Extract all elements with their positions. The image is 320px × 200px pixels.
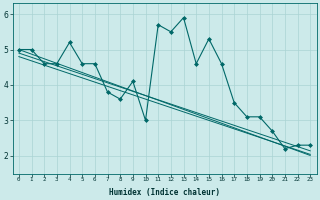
X-axis label: Humidex (Indice chaleur): Humidex (Indice chaleur) — [109, 188, 220, 197]
